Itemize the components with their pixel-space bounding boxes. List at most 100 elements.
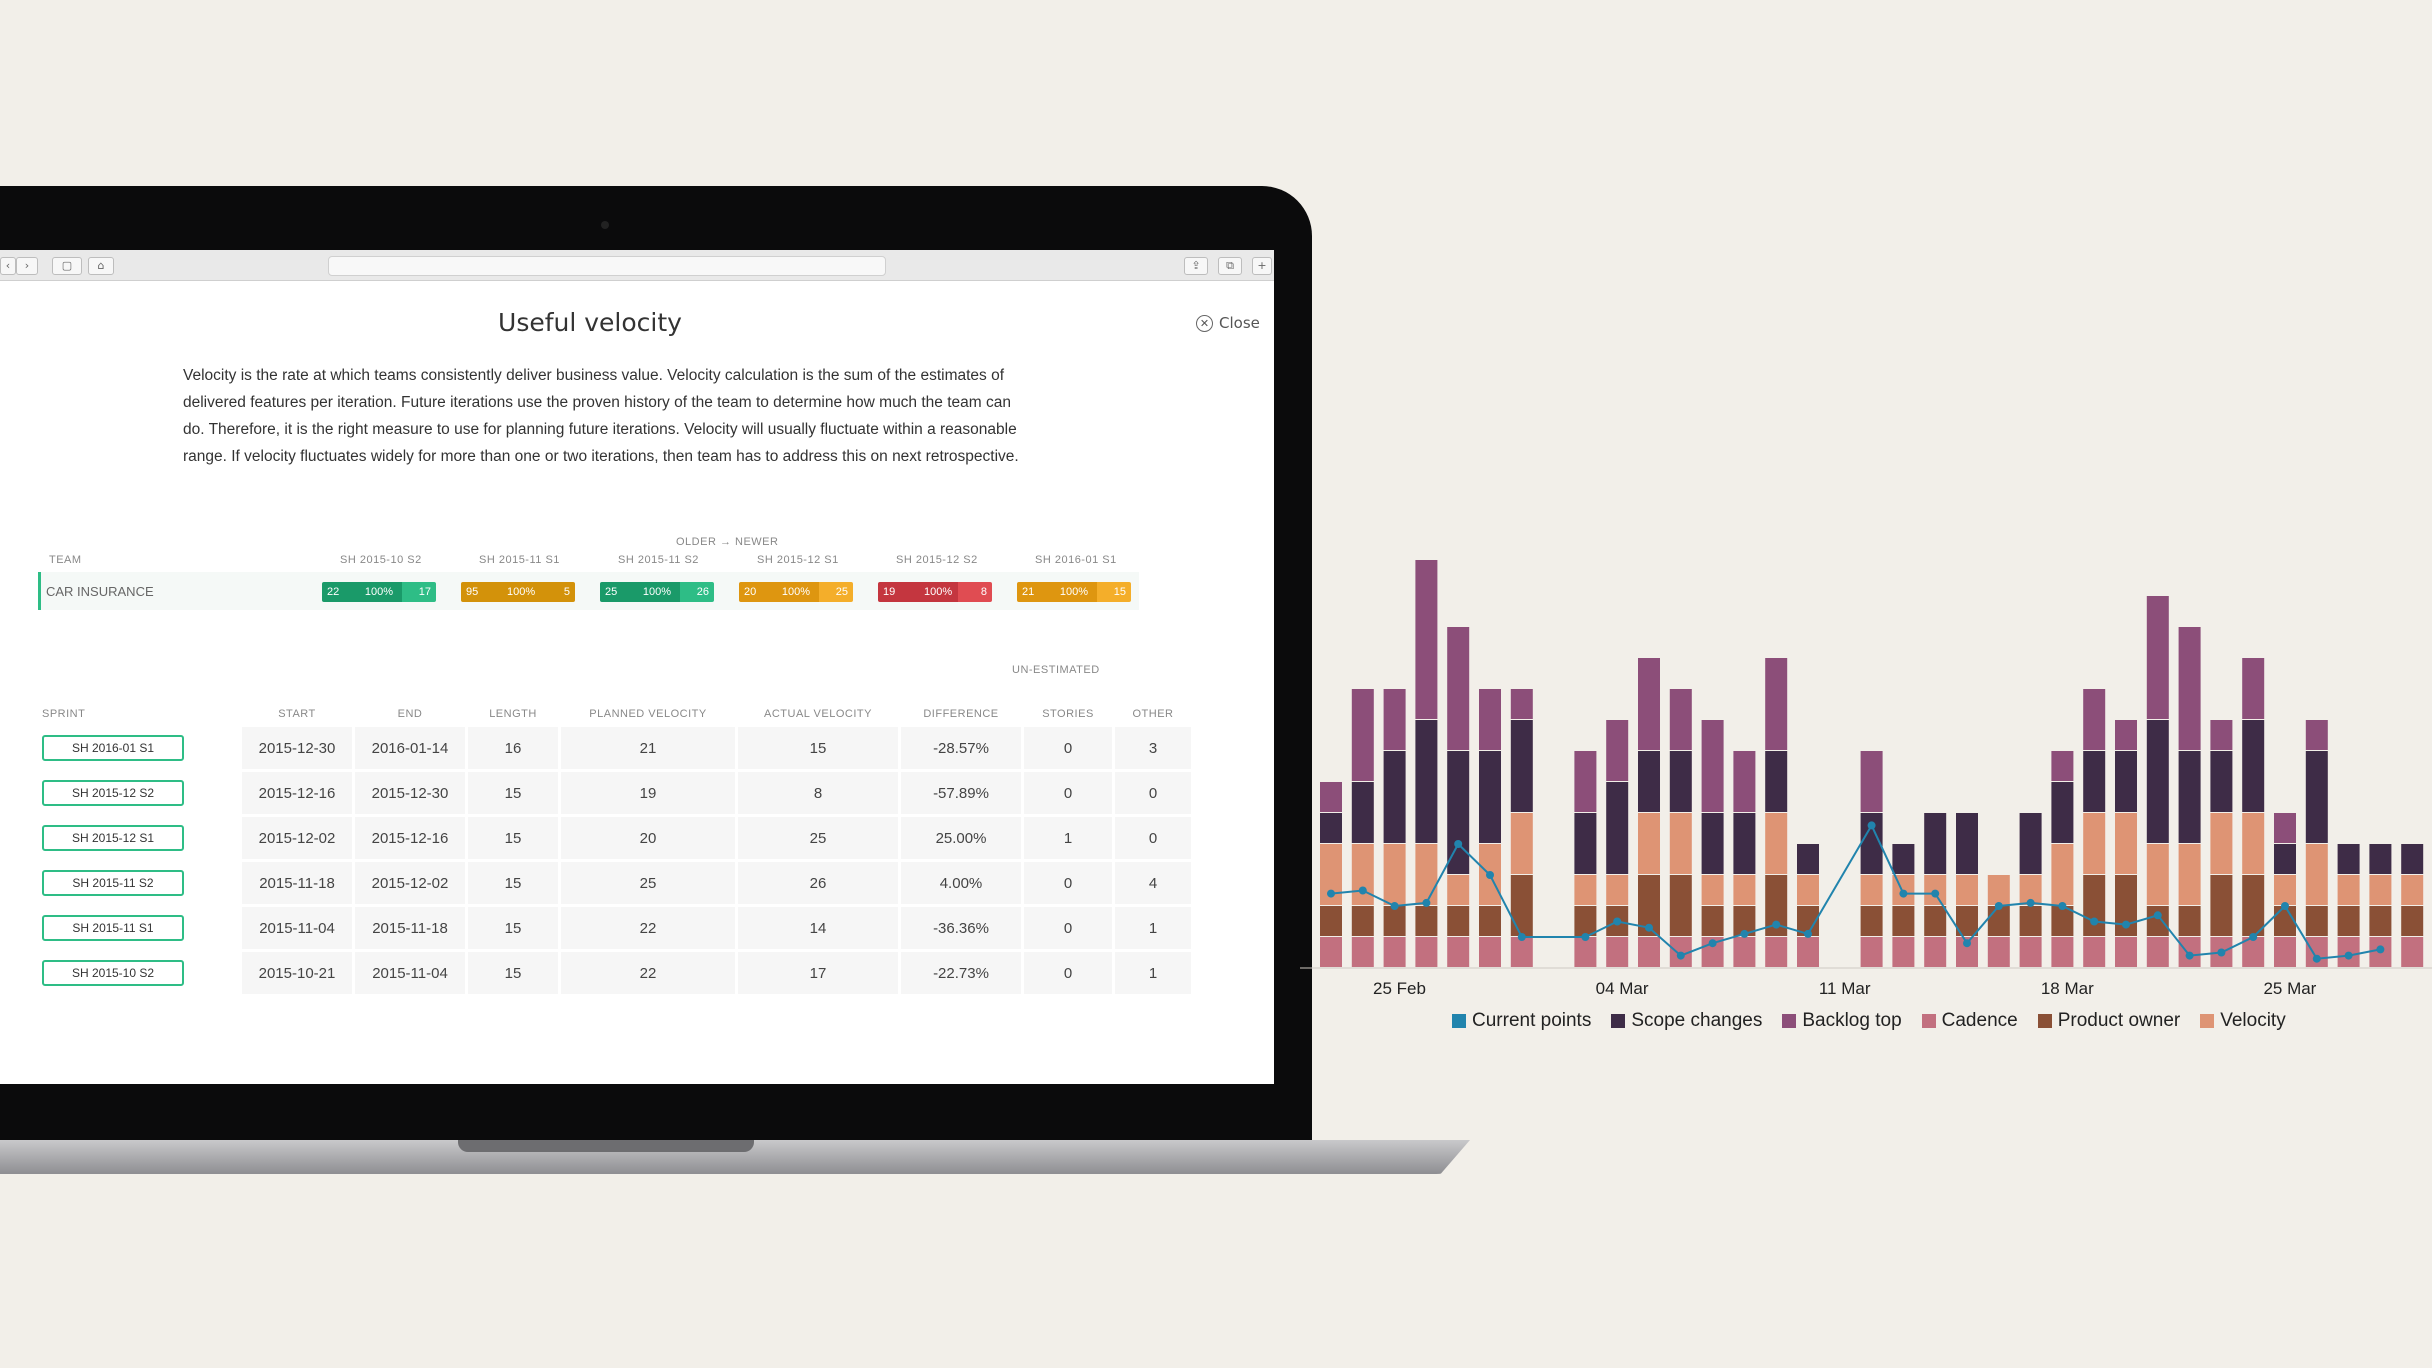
table-cell: -57.89%: [901, 772, 1021, 814]
bar-segment-cadence: [1351, 937, 1374, 967]
velocity-bar-value: 8: [980, 586, 987, 598]
current-points-marker: [1931, 889, 1940, 898]
current-points-marker: [2249, 933, 2258, 941]
current-points-marker: [2217, 948, 2226, 957]
table-cell: 15: [468, 907, 558, 949]
table-cell: -36.36%: [901, 907, 1021, 949]
x-tick-label: 11 Mar: [1819, 979, 1871, 998]
bar-segment-cadence: [1606, 937, 1629, 967]
table-cell: 15: [468, 817, 558, 859]
table-row: SH 2015-12 S1 2015-12-02 2015-12-16 15 20 25 2…: [41, 817, 1191, 859]
velocity-bar[interactable]: 95 100% 5: [461, 582, 575, 602]
velocity-bar-value: 5: [563, 586, 570, 598]
table-row: SH 2015-10 S2 2015-10-21 2015-11-04 15 22 17-…: [41, 952, 1191, 994]
new-tab-icon[interactable]: +: [1252, 257, 1272, 275]
bar-segment-scope-changes: [1701, 813, 1724, 874]
legend-label: Current points: [1472, 1010, 1592, 1031]
tabs-icon[interactable]: ⧉: [1218, 257, 1242, 275]
bar-segment-scope-changes: [1574, 813, 1597, 874]
bar-segment-product-owner: [1701, 906, 1724, 936]
bar-segment-scope-changes: [2401, 844, 2424, 874]
table-cell: 8: [738, 772, 898, 814]
sprint-pill[interactable]: SH 2016-01 S1: [42, 735, 184, 761]
sprint-pill[interactable]: SH 2015-12 S1: [42, 825, 184, 851]
table-cell: 15: [468, 862, 558, 904]
sprint-pill[interactable]: SH 2015-12 S2: [42, 780, 184, 806]
bar-segment-velocity: [1701, 875, 1724, 905]
table-cell: 2015-11-18: [242, 862, 352, 904]
sprint-table: SPRINT START END LENGTH PLANNED VELOCITY ACTU…: [38, 704, 1194, 997]
sprint-pill[interactable]: SH 2015-11 S2: [42, 870, 184, 896]
chevron-right-icon[interactable]: ›: [16, 257, 38, 275]
bar-segment-product-owner: [1479, 906, 1501, 936]
velocity-bar[interactable]: 19 100% 8: [878, 582, 992, 602]
bar-segment-scope-changes: [1860, 813, 1883, 874]
table-cell: 2015-11-18: [355, 907, 465, 949]
share-icon[interactable]: ⇪: [1184, 257, 1208, 275]
bar-segment-product-owner: [2019, 906, 2042, 936]
bar-segment-product-owner: [2083, 875, 2106, 936]
current-points-marker: [2185, 951, 2194, 960]
legend-label: Cadence: [1941, 1010, 2018, 1031]
table-cell: 1: [1115, 952, 1191, 994]
table-cell: 14: [738, 907, 898, 949]
table-cell: SH 2015-11 S2: [41, 862, 239, 904]
current-points-marker: [1390, 902, 1399, 910]
bar-segment-cadence: [1987, 937, 2010, 967]
address-bar[interactable]: [328, 256, 886, 276]
current-points-marker: [1867, 821, 1876, 830]
velocity-bar[interactable]: 25 100% 26: [600, 582, 714, 602]
table-cell: -22.73%: [901, 952, 1021, 994]
bar-segment-scope-changes: [2305, 751, 2328, 843]
column-header: STORIES: [1042, 708, 1094, 720]
legend-item: Velocity: [2200, 1010, 2286, 1032]
table-cell: 22: [561, 952, 735, 994]
velocity-bar[interactable]: 21 100% 15: [1017, 582, 1131, 602]
sprint-pill[interactable]: SH 2015-11 S1: [42, 915, 184, 941]
bar-segment-product-owner: [1669, 875, 1692, 936]
bar-segment-scope-changes: [1510, 720, 1533, 812]
bar-segment-backlog-top: [2051, 751, 2074, 781]
order-label: OLDER → NEWER: [676, 536, 779, 548]
current-points-marker: [1804, 929, 1812, 938]
bar-segment-product-owner: [2210, 875, 2233, 936]
current-points-marker: [1454, 840, 1463, 848]
team-name: CAR INSURANCE: [46, 584, 154, 599]
legend-swatch: [1452, 1014, 1466, 1028]
table-cell: 0: [1024, 952, 1112, 994]
current-points-marker: [1676, 951, 1685, 960]
table-cell: SH 2015-11 S1: [41, 907, 239, 949]
bar-segment-product-owner: [1956, 906, 1978, 936]
legend-item: Cadence: [1921, 1010, 2018, 1032]
bar-segment-backlog-top: [2242, 658, 2265, 719]
table-row: SH 2016-01 S1 2015-12-30 2016-01-14 16 21 15-…: [41, 727, 1191, 769]
velocity-bar[interactable]: 22 100% 17: [322, 582, 436, 602]
bar-segment-cadence: [1892, 937, 1915, 967]
team-sprint-header: SH 2015-10 S2: [340, 554, 422, 566]
bar-segment-cadence: [1765, 937, 1788, 967]
bar-segment-backlog-top: [2146, 596, 2169, 719]
bar-segment-cadence: [1797, 937, 1819, 967]
legend-swatch: [2037, 1014, 2052, 1028]
bar-segment-backlog-top: [1479, 689, 1501, 750]
home-icon[interactable]: ⌂: [88, 257, 114, 275]
chevron-left-icon[interactable]: ‹: [0, 257, 16, 275]
table-cell: 25: [561, 862, 735, 904]
sprint-pill[interactable]: SH 2015-10 S2: [42, 960, 184, 986]
bar-segment-scope-changes: [1669, 751, 1692, 812]
table-cell: 20: [561, 817, 735, 859]
table-cell: 22: [561, 907, 735, 949]
table-cell: 2015-12-30: [355, 772, 465, 814]
current-points-marker: [1358, 886, 1367, 895]
velocity-bar-value: 20: [744, 586, 757, 598]
close-button[interactable]: ✕ Close: [1196, 314, 1260, 332]
bar-segment-velocity: [1765, 813, 1788, 874]
sidebar-icon[interactable]: ▢: [52, 257, 82, 275]
browser-window: ‹ › ▢ ⌂ ⇪ ⧉ + Useful velocity ✕ Close Ve…: [0, 250, 1274, 1084]
velocity-bar[interactable]: 20 100% 25: [739, 582, 853, 602]
bar-segment-velocity: [1638, 813, 1660, 874]
velocity-bar-value: 95: [466, 586, 479, 598]
bar-segment-backlog-top: [2305, 720, 2328, 750]
legend-label: Velocity: [2220, 1010, 2286, 1031]
table-cell: 21: [561, 727, 735, 769]
